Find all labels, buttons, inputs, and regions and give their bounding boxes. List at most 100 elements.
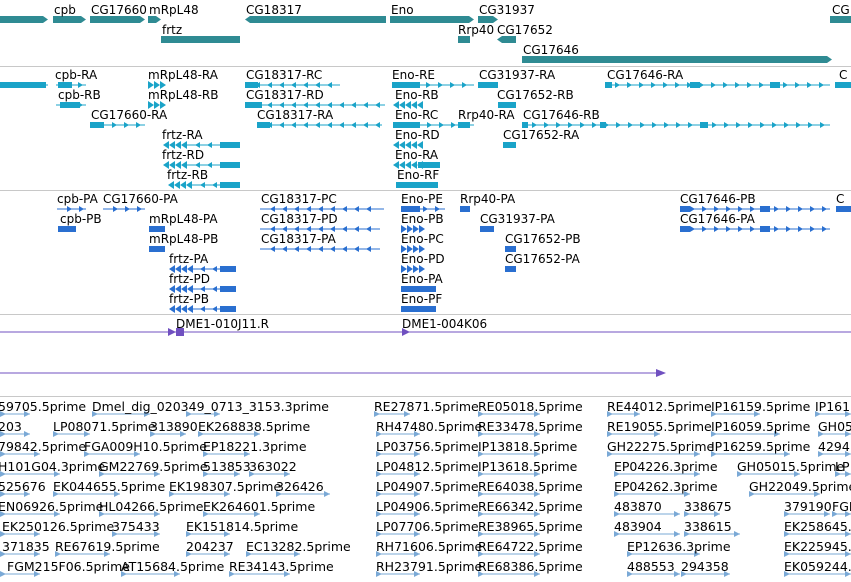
est-label[interactable]: RE64722.5prime	[478, 539, 583, 554]
protein-label[interactable]: CG17646-PA	[680, 212, 755, 226]
transcript-label[interactable]: Eno-RA	[395, 148, 439, 162]
transcript-label[interactable]: CG17646-RA	[607, 68, 684, 82]
est-label[interactable]: RH71606.5prime	[376, 539, 483, 554]
est-label[interactable]: EK250126.5prime	[2, 519, 115, 534]
est-label[interactable]: LP07706.5prime	[376, 519, 479, 534]
est-label[interactable]: EK059244.	[784, 559, 851, 574]
transcript-label[interactable]: cpb-RA	[55, 68, 98, 82]
est-label[interactable]: 363022	[249, 459, 297, 474]
est-label[interactable]: LP	[835, 459, 850, 474]
est-label[interactable]: EK268838.5prime	[198, 419, 311, 434]
est-label[interactable]: IP16259.5prime	[711, 439, 811, 454]
gene-label[interactable]: CG31937	[479, 3, 535, 17]
protein-label[interactable]: CG17646-PB	[680, 192, 756, 206]
protein-label[interactable]: C	[836, 192, 845, 206]
protein-label[interactable]: CG17652-PA	[505, 252, 580, 266]
est-label[interactable]: LP03756.5prime	[376, 439, 479, 454]
est-label[interactable]: EK044655.5prime	[53, 479, 166, 494]
transcript-label[interactable]: Eno-RE	[392, 68, 436, 82]
transcript-label[interactable]: CG31937-RA	[479, 68, 556, 82]
est-label[interactable]: 483904	[614, 519, 662, 534]
est-label[interactable]: EP12636.3prime	[627, 539, 731, 554]
gene-label[interactable]: CG	[832, 3, 850, 17]
protein-label[interactable]: Eno-PC	[401, 232, 444, 246]
est-label[interactable]: RE66342.5prime	[478, 499, 583, 514]
transcript-label[interactable]: Eno-RF	[397, 168, 440, 182]
protein-label[interactable]: cpb-PA	[57, 192, 98, 206]
est-label[interactable]: 294358	[681, 559, 729, 574]
est-label[interactable]: 79842.5prime	[0, 439, 87, 454]
est-label[interactable]: LP04906.5prime	[376, 499, 479, 514]
est-label[interactable]: 59705.5prime	[0, 399, 87, 414]
est-label[interactable]: IP13618.5prime	[478, 459, 578, 474]
est-label[interactable]: 326426	[276, 479, 324, 494]
est-label[interactable]: Dmel_dig_020349_0713_3153.3prime	[92, 399, 329, 414]
transcript-label[interactable]: Eno-RD	[395, 128, 440, 142]
clone-label[interactable]: DME1-010J11.R	[176, 317, 270, 331]
est-label[interactable]: EP04262.3prime	[614, 479, 718, 494]
transcript-label[interactable]: CG17660-RA	[91, 108, 168, 122]
est-label[interactable]: 483870	[614, 499, 662, 514]
protein-label[interactable]: Eno-PF	[401, 292, 443, 306]
est-label[interactable]: 371835	[2, 539, 50, 554]
protein-label[interactable]: mRpL48-PB	[149, 232, 219, 246]
est-label[interactable]: EP04226.3prime	[614, 459, 718, 474]
est-label[interactable]: EK225945.	[784, 539, 851, 554]
gene-label[interactable]: Eno	[391, 3, 414, 17]
gene-label[interactable]: CG17646	[523, 43, 579, 57]
est-label[interactable]: RE64038.5prime	[478, 479, 583, 494]
est-label[interactable]: IP16159.5prime	[711, 399, 811, 414]
transcript-label[interactable]: Eno-RB	[395, 88, 439, 102]
est-label[interactable]: RE34143.5prime	[229, 559, 334, 574]
est-label[interactable]: FGM215F06.5prime	[7, 559, 130, 574]
protein-label[interactable]: CG17660-PA	[103, 192, 178, 206]
est-label[interactable]: GH05	[818, 419, 851, 434]
transcript-label[interactable]: frtz-RA	[162, 128, 203, 142]
gene-label[interactable]: CG17652	[497, 23, 553, 37]
est-label[interactable]: RE33478.5prime	[478, 419, 583, 434]
est-label[interactable]: 513853	[203, 459, 251, 474]
transcript-label[interactable]: cpb-RB	[58, 88, 101, 102]
transcript-label[interactable]: CG17646-RB	[523, 108, 600, 122]
est-label[interactable]: EK198307.5prime	[169, 479, 282, 494]
est-label[interactable]: LP04812.5prime	[376, 459, 479, 474]
transcript-label[interactable]: CG18317-RA	[257, 108, 334, 122]
est-label[interactable]: HL04266.5prime	[99, 499, 204, 514]
transcript-label[interactable]: CG17652-RA	[503, 128, 580, 142]
est-label[interactable]: RE44012.5prime	[607, 399, 712, 414]
protein-label[interactable]: frtz-PA	[169, 252, 209, 266]
est-label[interactable]: RE05018.5prime	[478, 399, 583, 414]
est-label[interactable]: FGH	[832, 499, 851, 514]
transcript-label[interactable]: frtz-RD	[162, 148, 205, 162]
protein-label[interactable]: Eno-PA	[401, 272, 443, 286]
est-label[interactable]: IP13818.5prime	[478, 439, 578, 454]
gene-label[interactable]: cpb	[54, 3, 76, 17]
est-label[interactable]: LP04907.5prime	[376, 479, 479, 494]
protein-label[interactable]: CG18317-PA	[261, 232, 336, 246]
transcript-label[interactable]: Rrp40-RA	[458, 108, 515, 122]
est-label[interactable]: 488553	[627, 559, 675, 574]
protein-label[interactable]: Eno-PD	[401, 252, 445, 266]
est-label[interactable]: RE27871.5prime	[374, 399, 479, 414]
protein-label[interactable]: Rrp40-PA	[460, 192, 516, 206]
est-label[interactable]: IP1615	[815, 399, 851, 414]
est-label[interactable]: AT15684.5prime	[121, 559, 225, 574]
protein-label[interactable]: CG17652-PB	[505, 232, 581, 246]
protein-label[interactable]: CG18317-PC	[261, 192, 337, 206]
est-label[interactable]: 338615	[684, 519, 732, 534]
protein-label[interactable]: frtz-PB	[169, 292, 209, 306]
protein-label[interactable]: frtz-PD	[169, 272, 210, 286]
transcript-label[interactable]: mRpL48-RB	[148, 88, 219, 102]
transcript-label[interactable]: Eno-RC	[395, 108, 439, 122]
transcript-label[interactable]: CG18317-RD	[246, 88, 324, 102]
est-label[interactable]: EC13282.5prime	[246, 539, 351, 554]
est-label[interactable]: GH22049.5prime	[749, 479, 851, 494]
transcript-label[interactable]: frtz-RB	[167, 168, 209, 182]
protein-label[interactable]: mRpL48-PA	[149, 212, 218, 226]
est-label[interactable]: FGA009H10.5prime	[84, 439, 207, 454]
gene-label[interactable]: CG18317	[246, 3, 302, 17]
est-label[interactable]: RE38965.5prime	[478, 519, 583, 534]
est-label[interactable]: EK258645.	[784, 519, 851, 534]
est-label[interactable]: EK151814.5prime	[186, 519, 299, 534]
transcript-label[interactable]: C	[839, 68, 848, 82]
